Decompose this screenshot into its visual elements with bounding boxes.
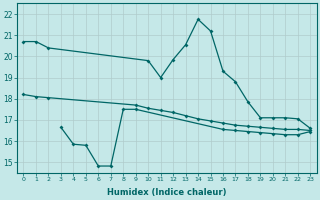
X-axis label: Humidex (Indice chaleur): Humidex (Indice chaleur)	[107, 188, 227, 197]
